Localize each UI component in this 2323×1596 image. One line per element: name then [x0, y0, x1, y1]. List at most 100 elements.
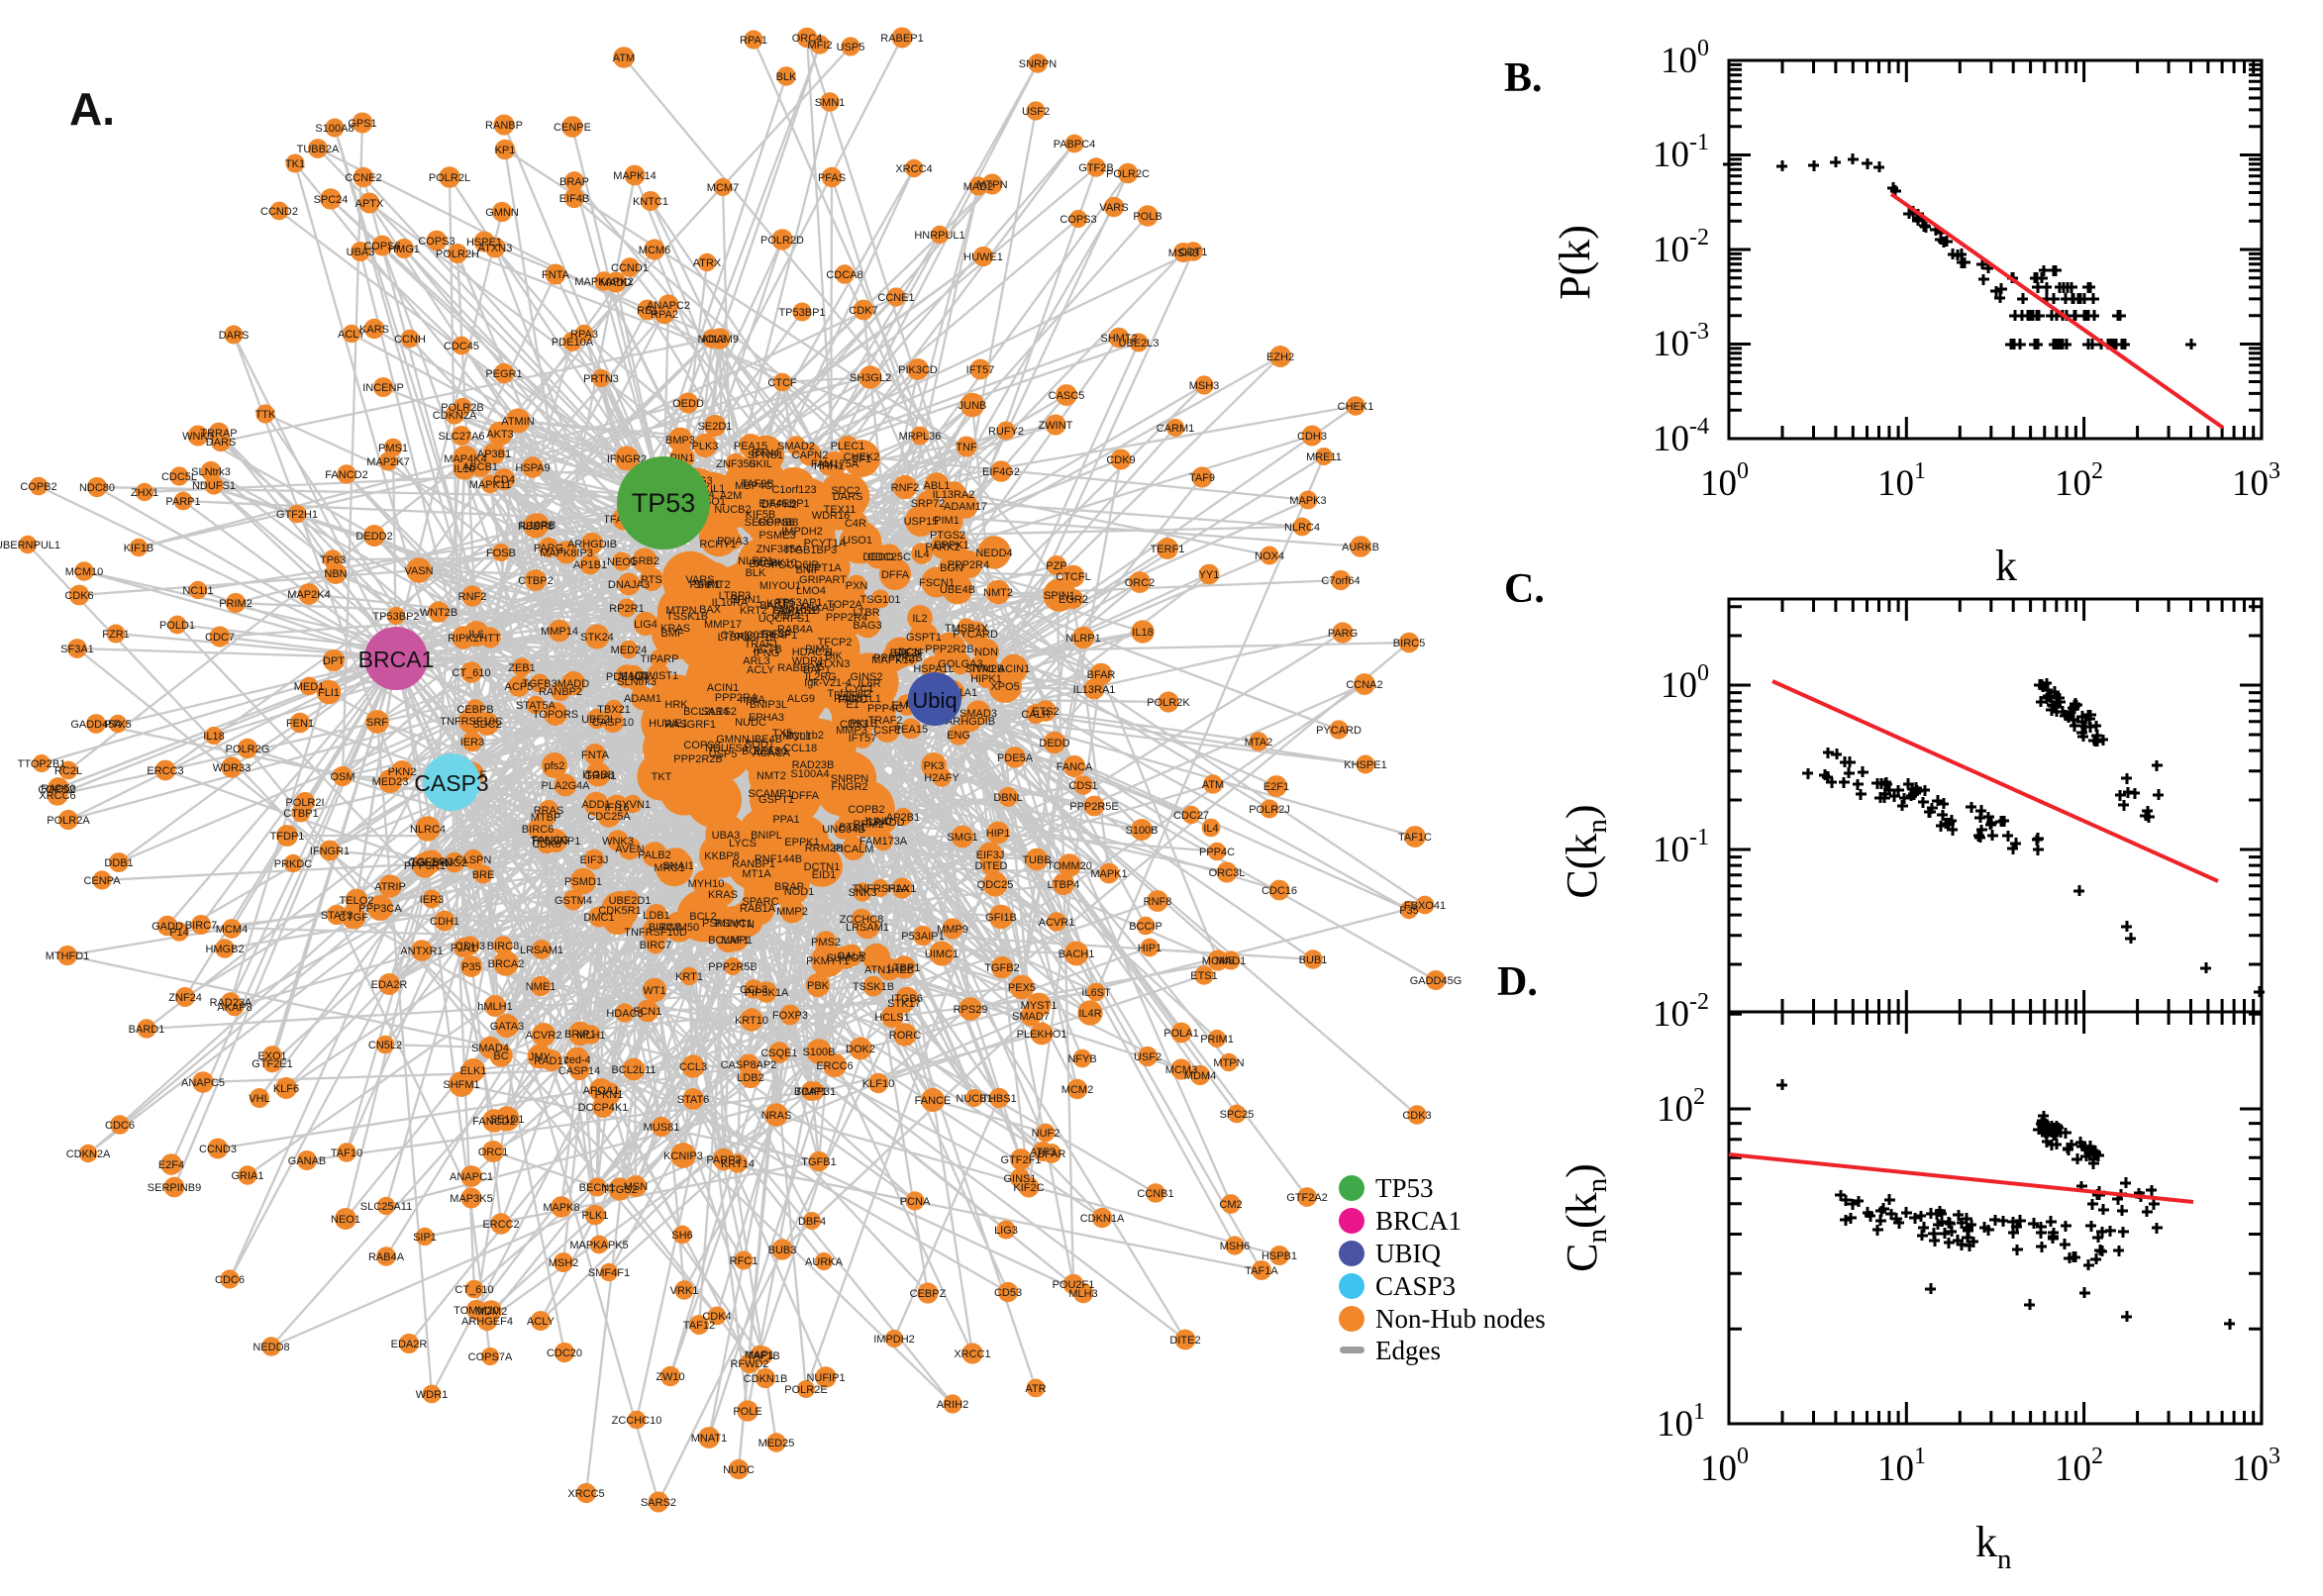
- svg-text:VTN: VTN: [733, 919, 755, 931]
- svg-text:CTBP2: CTBP2: [518, 575, 553, 587]
- svg-text:POLR2A: POLR2A: [47, 815, 90, 827]
- svg-text:NEDD8: NEDD8: [252, 1342, 289, 1353]
- svg-text:HIP1: HIP1: [986, 828, 1010, 840]
- svg-text:HSPA9: HSPA9: [515, 462, 550, 474]
- svg-text:GINS2: GINS2: [850, 671, 882, 683]
- svg-text:USO1: USO1: [843, 535, 872, 547]
- svg-text:TUBB: TUBB: [1022, 854, 1051, 866]
- svg-text:MAP2K4: MAP2K4: [287, 589, 330, 601]
- svg-text:MRPL36: MRPL36: [899, 431, 942, 443]
- svg-text:PPA1: PPA1: [772, 814, 799, 826]
- svg-text:CDC45: CDC45: [444, 341, 479, 352]
- svg-text:UIMC1: UIMC1: [925, 948, 959, 960]
- svg-text:APTX: APTX: [355, 198, 384, 210]
- svg-text:VHL: VHL: [249, 1093, 269, 1105]
- svg-text:ALG9: ALG9: [787, 693, 815, 705]
- svg-text:SMN1: SMN1: [815, 97, 846, 109]
- svg-text:WT1: WT1: [643, 985, 665, 997]
- svg-text:PK3: PK3: [924, 760, 945, 772]
- svg-text:COPS7A: COPS7A: [468, 1351, 513, 1363]
- svg-text:DAPK2: DAPK2: [761, 499, 797, 511]
- svg-text:PIK3CD: PIK3CD: [898, 364, 938, 376]
- svg-text:KRAS: KRAS: [708, 889, 738, 901]
- svg-text:SIP1: SIP1: [413, 1232, 437, 1244]
- svg-text:PSMD1: PSMD1: [564, 876, 602, 888]
- svg-text:MAPK1: MAPK1: [1090, 868, 1127, 880]
- svg-text:TNFRSF10C: TNFRSF10C: [440, 716, 503, 728]
- svg-text:LMO4: LMO4: [796, 585, 826, 597]
- svg-text:AP3B1: AP3B1: [477, 449, 511, 460]
- svg-text:DARS: DARS: [206, 437, 237, 449]
- svg-text:GRIA1: GRIA1: [231, 1170, 263, 1182]
- svg-text:CDKN1B: CDKN1B: [744, 1373, 788, 1385]
- svg-text:PEGR1: PEGR1: [485, 368, 522, 380]
- svg-text:HNRPUL1: HNRPUL1: [914, 230, 964, 242]
- svg-text:IL4: IL4: [914, 549, 929, 560]
- svg-text:PLA2G4A: PLA2G4A: [542, 780, 591, 792]
- svg-text:ARIH2: ARIH2: [937, 1399, 968, 1411]
- svg-text:PARP1: PARP1: [165, 496, 200, 508]
- svg-text:SMAD4: SMAD4: [471, 1043, 509, 1054]
- svg-text:DEDD2: DEDD2: [355, 531, 392, 543]
- svg-text:NEDD4: NEDD4: [975, 548, 1012, 559]
- svg-text:BUB1: BUB1: [1299, 954, 1328, 966]
- svg-text:STK24: STK24: [580, 632, 614, 644]
- svg-text:SRP72: SRP72: [911, 498, 946, 510]
- svg-text:CSQE1: CSQE1: [760, 1047, 797, 1059]
- svg-text:AURKA: AURKA: [805, 1256, 844, 1268]
- svg-text:BCCIP: BCCIP: [1129, 921, 1162, 933]
- svg-text:CENPA: CENPA: [83, 875, 121, 887]
- svg-text:FANCD2: FANCD2: [325, 469, 367, 481]
- svg-text:KLF10: KLF10: [862, 1078, 894, 1090]
- svg-text:S100A4: S100A4: [790, 768, 829, 780]
- svg-text:RRAS: RRAS: [534, 805, 564, 817]
- svg-text:LDB1: LDB1: [643, 910, 670, 922]
- svg-text:NRAS: NRAS: [761, 1110, 792, 1122]
- svg-text:ITGB6: ITGB6: [891, 993, 923, 1005]
- svg-text:RPA3: RPA3: [570, 329, 598, 341]
- svg-text:ENG: ENG: [947, 730, 970, 742]
- svg-text:CCNE1: CCNE1: [877, 292, 914, 304]
- svg-text:RNF2: RNF2: [891, 482, 920, 494]
- svg-text:P35: P35: [461, 961, 481, 973]
- svg-text:NUDC: NUDC: [735, 717, 766, 729]
- svg-text:MTA2: MTA2: [1245, 737, 1273, 748]
- svg-text:COPS3: COPS3: [418, 236, 454, 248]
- svg-text:OSM: OSM: [330, 771, 354, 783]
- svg-text:KP1: KP1: [495, 145, 516, 156]
- svg-text:MTPN: MTPN: [1213, 1057, 1244, 1069]
- svg-text:PIP5K1A: PIP5K1A: [745, 987, 789, 999]
- svg-text:CCND3: CCND3: [199, 1144, 237, 1155]
- svg-text:BRAP: BRAP: [559, 176, 589, 188]
- svg-text:E2F1: E2F1: [1263, 781, 1289, 793]
- svg-text:POLR2B: POLR2B: [441, 402, 483, 414]
- svg-text:HDAC8: HDAC8: [606, 1008, 643, 1020]
- svg-text:DEDD: DEDD: [862, 551, 893, 563]
- svg-text:TP53: TP53: [632, 488, 696, 518]
- svg-text:CASP3: CASP3: [414, 770, 488, 796]
- svg-text:TSSK1B: TSSK1B: [666, 611, 708, 623]
- svg-text:PPP2R5E: PPP2R5E: [1069, 801, 1119, 813]
- svg-text:TAF12: TAF12: [683, 1320, 715, 1332]
- svg-text:DBF4: DBF4: [798, 1216, 826, 1228]
- svg-text:MSH6: MSH6: [1220, 1241, 1251, 1252]
- svg-text:ORC2: ORC2: [1125, 577, 1156, 589]
- svg-text:C.: C.: [1504, 566, 1545, 612]
- svg-text:NBN: NBN: [324, 568, 347, 580]
- svg-text:FNGR2: FNGR2: [831, 781, 867, 793]
- svg-text:MUS81: MUS81: [644, 1122, 680, 1134]
- svg-text:RAB4A: RAB4A: [368, 1251, 405, 1263]
- svg-text:MCM3: MCM3: [1165, 1064, 1197, 1076]
- svg-text:EIF4G2: EIF4G2: [982, 466, 1020, 478]
- svg-text:ATM: ATM: [613, 52, 635, 64]
- svg-text:CCND1: CCND1: [611, 262, 649, 274]
- svg-text:TAF10: TAF10: [331, 1147, 362, 1159]
- svg-text:BARD1: BARD1: [129, 1024, 165, 1036]
- svg-text:CCNA2: CCNA2: [1346, 679, 1382, 691]
- svg-text:CCNH: CCNH: [394, 334, 426, 346]
- svg-text:MAP1: MAP1: [745, 1349, 774, 1361]
- svg-text:ATRX: ATRX: [693, 257, 722, 269]
- svg-text:CTCF: CTCF: [767, 377, 797, 389]
- svg-text:POLR2C: POLR2C: [1106, 168, 1150, 180]
- svg-text:ATF3: ATF3: [1030, 1147, 1056, 1158]
